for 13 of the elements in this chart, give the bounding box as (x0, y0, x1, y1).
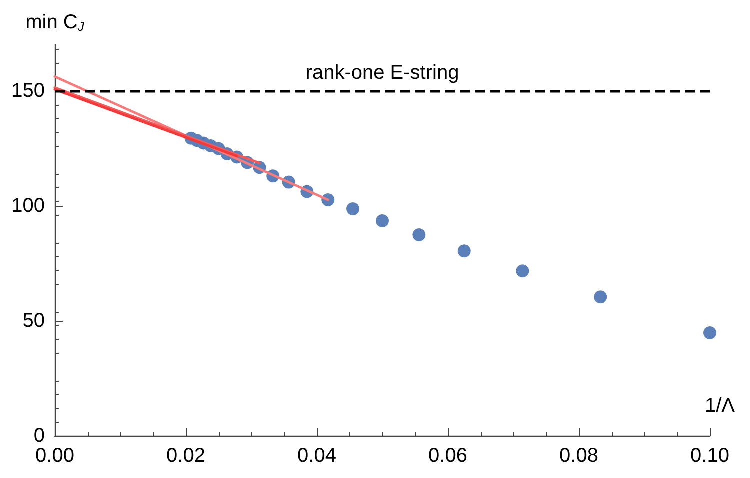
x-tick-label: 0.04 (298, 445, 336, 467)
y-tick-label: 50 (22, 310, 45, 332)
x-tick-label: 0.06 (428, 445, 468, 467)
x-tick-label: 0.00 (36, 445, 74, 467)
y-tick-label: 150 (12, 80, 45, 102)
y-axis-title: min CJ (26, 12, 85, 34)
x-tick-label: 0.10 (690, 445, 730, 467)
y-tick-label: 0 (34, 425, 45, 447)
x-tick-label: 0.08 (560, 445, 598, 467)
ref-line-label: rank-one E-string (306, 62, 460, 84)
y-tick-label: 100 (12, 195, 45, 217)
x-tick-label: 0.02 (166, 445, 206, 467)
x-axis-title: 1/Λ (705, 395, 736, 417)
